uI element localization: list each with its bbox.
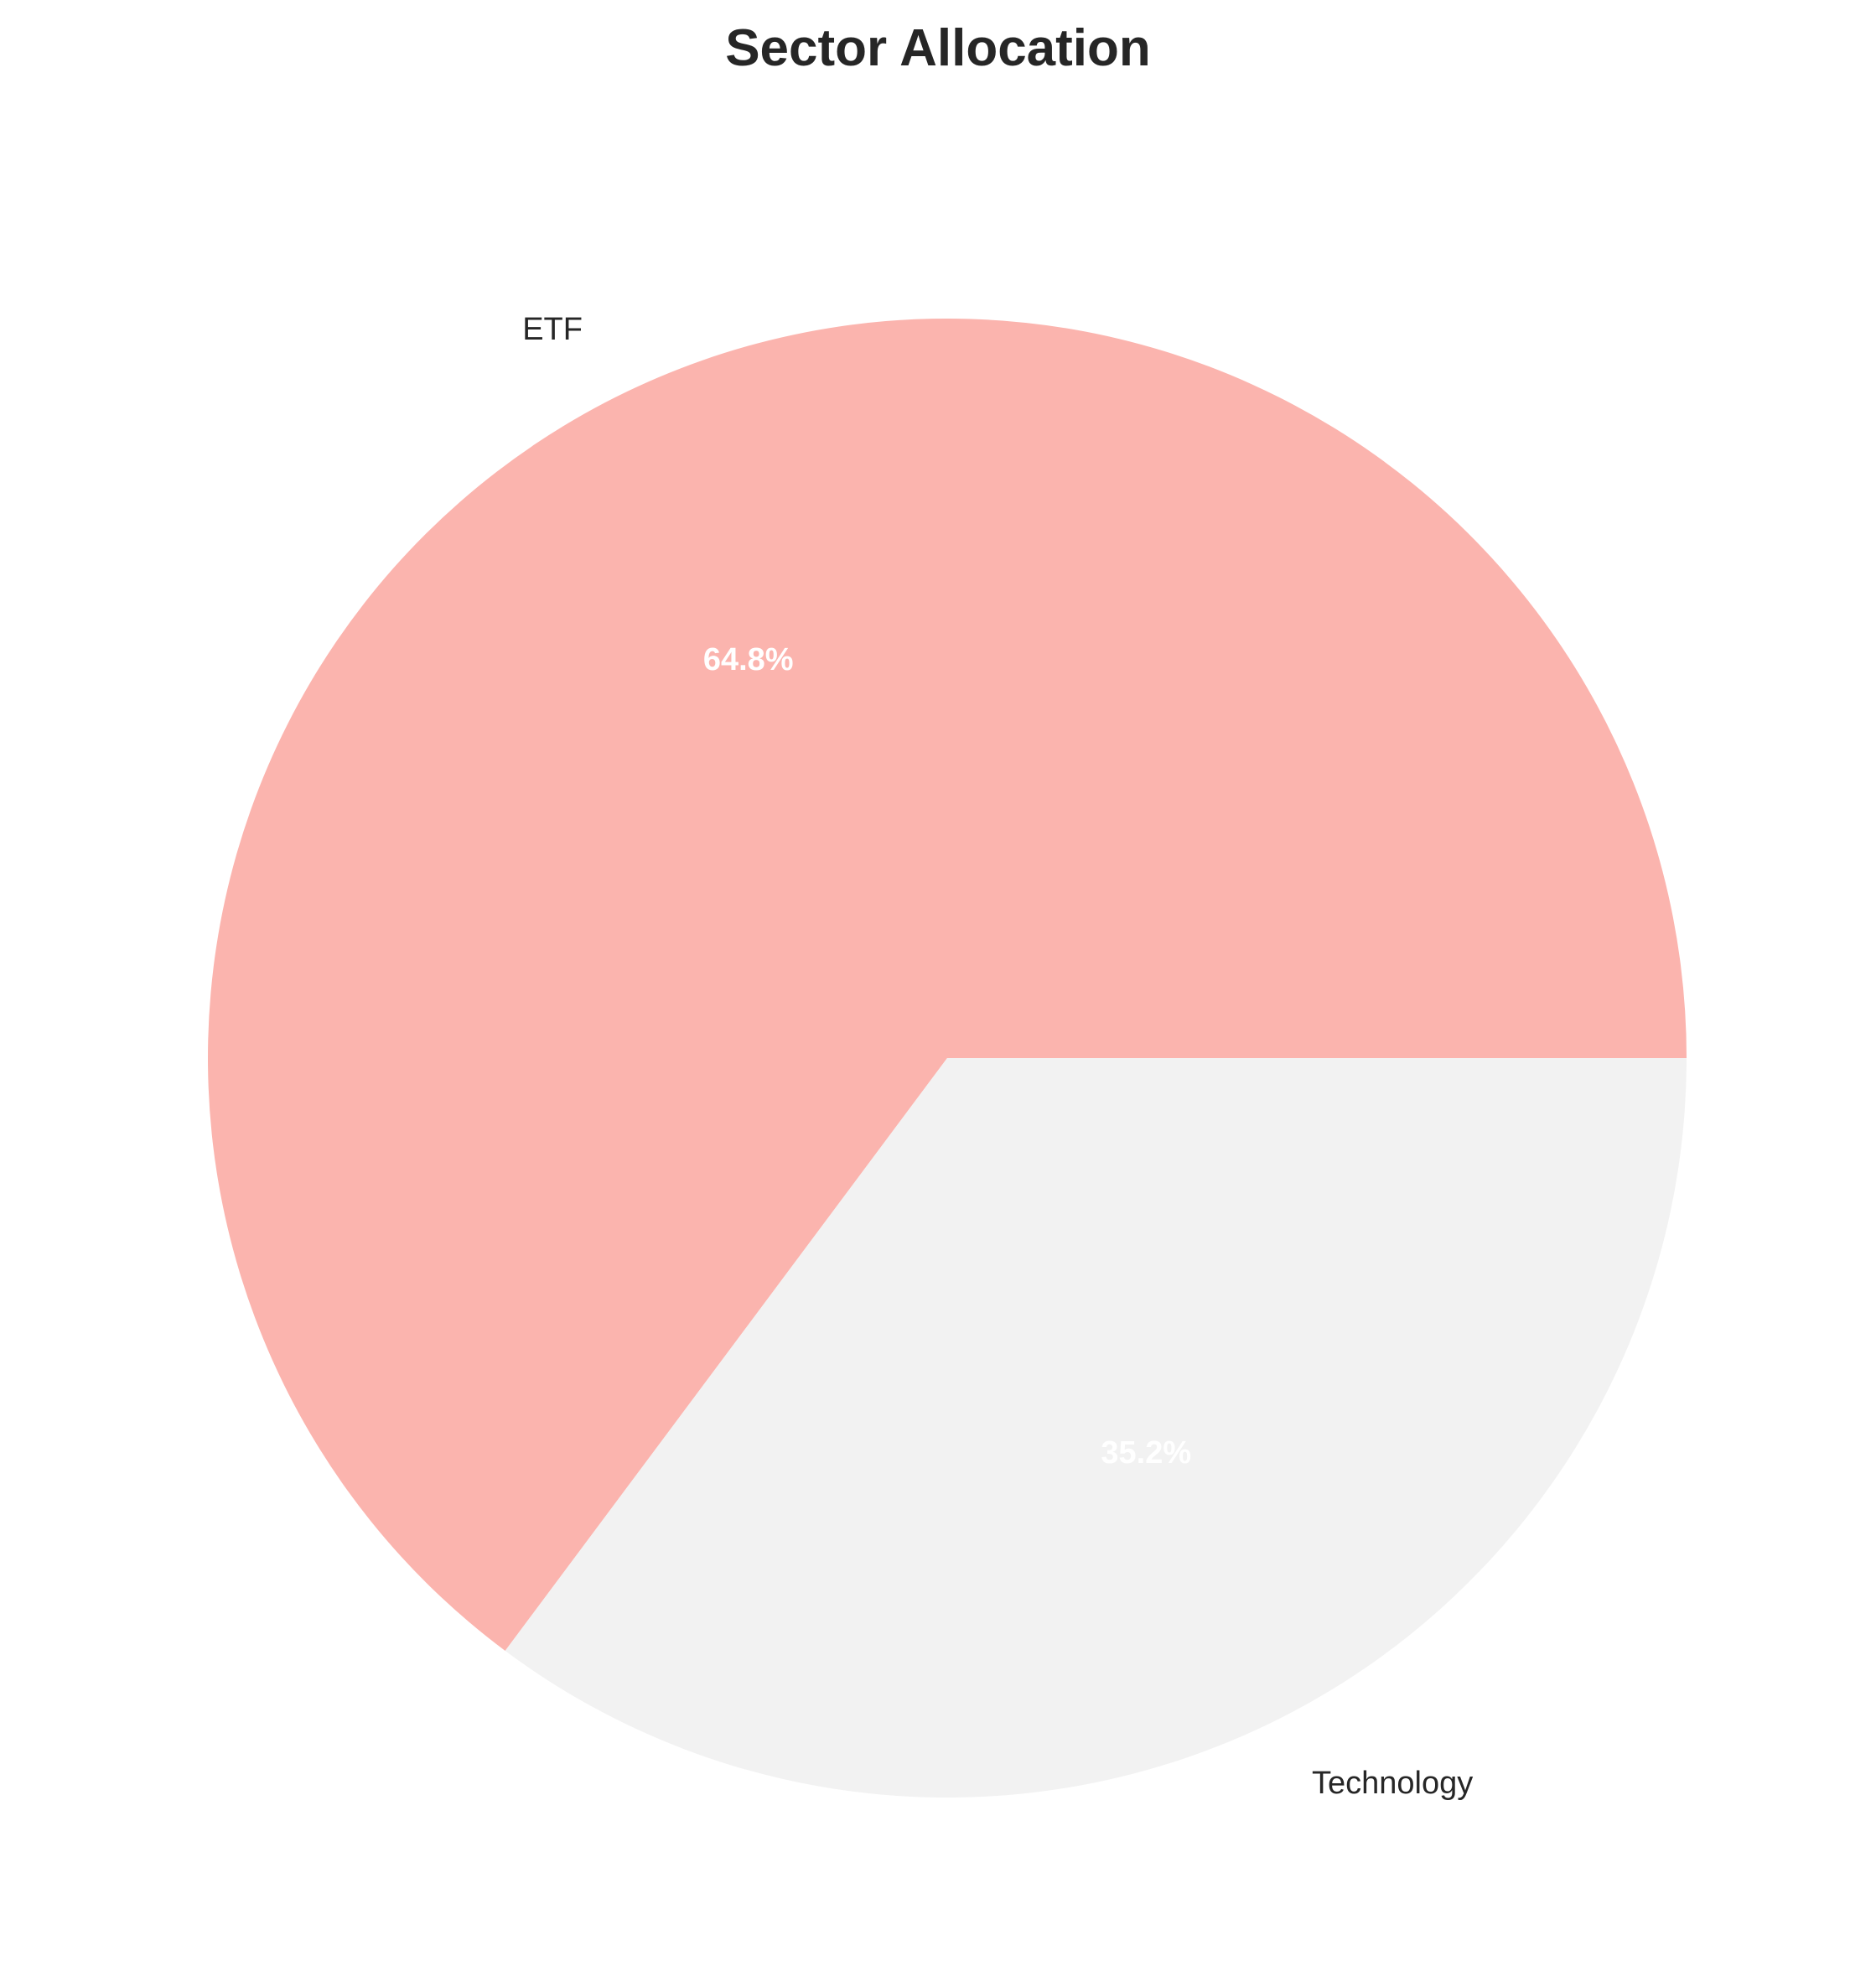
pie-slice-technology [505, 1058, 1687, 1798]
chart-title: Sector Allocation [725, 19, 1151, 77]
slice-pct-etf: 64.8% [703, 642, 794, 677]
slice-label-technology: Technology [1312, 1766, 1473, 1801]
slice-label-etf: ETF [522, 312, 583, 347]
pie-slices [208, 318, 1687, 1798]
pie-labels: ETF 64.8% Technology 35.2% [522, 312, 1473, 1801]
slice-pct-technology: 35.2% [1101, 1435, 1191, 1471]
pie-slice-etf [208, 318, 1687, 1651]
